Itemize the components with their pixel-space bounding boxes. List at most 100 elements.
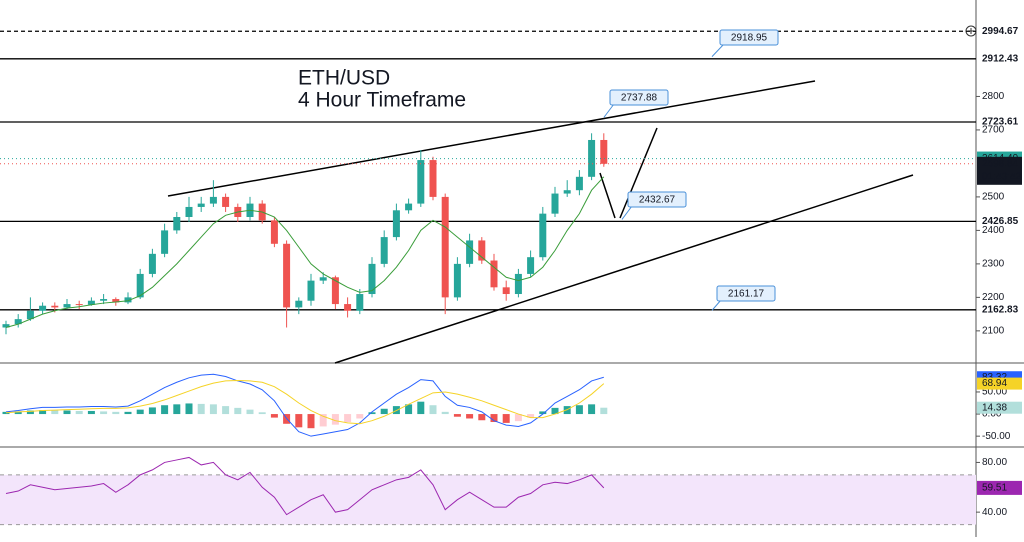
candle-body xyxy=(563,190,571,194)
histogram-bar xyxy=(161,405,169,415)
histogram-bar xyxy=(527,414,535,418)
candle-body xyxy=(588,139,596,177)
callout-label: 2432.67 xyxy=(639,195,676,206)
y-tick-label: 2400 xyxy=(982,225,1005,236)
histogram-bar xyxy=(197,403,205,415)
callout-label: 2737.88 xyxy=(621,93,658,104)
histogram-bar xyxy=(307,414,315,429)
candle-body xyxy=(197,203,205,207)
last-price-tag xyxy=(977,156,1022,185)
y-tick-label: 50.00 xyxy=(982,387,1007,398)
candle-body xyxy=(453,263,461,298)
histogram-bar xyxy=(258,412,266,415)
level-label: 2162.83 xyxy=(982,304,1019,315)
candle-body xyxy=(331,277,339,305)
candle-body xyxy=(539,213,547,258)
candle-body xyxy=(173,216,181,231)
histogram-bar xyxy=(112,411,120,415)
candle-body xyxy=(344,304,352,311)
histogram-bar xyxy=(490,414,498,423)
histogram-bar xyxy=(14,411,22,415)
candle-body xyxy=(161,230,169,254)
y-tick-label: 2800 xyxy=(982,91,1005,102)
callout-pointer xyxy=(603,103,615,118)
value-tag xyxy=(977,377,1022,390)
histogram-bar xyxy=(417,401,425,415)
histogram-bar xyxy=(331,414,339,425)
histogram-bar xyxy=(39,410,47,415)
candle-body xyxy=(368,263,376,295)
candle-body xyxy=(51,305,59,308)
histogram-bar xyxy=(478,414,486,421)
histogram-bar xyxy=(539,411,547,415)
histogram-bar xyxy=(270,414,278,418)
candle-body xyxy=(270,220,278,244)
histogram-bar xyxy=(209,404,217,415)
level-label: 2912.43 xyxy=(982,53,1019,64)
value-tag-label: 83.32 xyxy=(982,372,1007,383)
callout-pointer xyxy=(621,205,633,220)
candle-body xyxy=(283,243,291,308)
histogram-bar xyxy=(222,406,230,415)
histogram-bar xyxy=(87,410,95,415)
histogram-bar xyxy=(429,405,437,415)
histogram-bar xyxy=(466,414,474,419)
histogram-bar xyxy=(26,410,34,415)
histogram-bar xyxy=(514,414,522,422)
histogram-bar xyxy=(356,414,364,419)
histogram-bar xyxy=(319,414,327,427)
histogram-bar xyxy=(75,410,83,415)
callout-pointer xyxy=(711,299,722,311)
callout-label: 2918.95 xyxy=(731,33,768,44)
callout-label: 2161.17 xyxy=(728,289,765,300)
projection-line xyxy=(599,172,616,219)
candle-body xyxy=(222,196,230,207)
y-tick-label: 2500 xyxy=(982,192,1005,203)
histogram-bar xyxy=(246,409,254,415)
candle-body xyxy=(14,319,22,325)
histogram-bar xyxy=(368,412,376,415)
candle-body xyxy=(136,273,144,298)
histogram-bar xyxy=(136,409,144,415)
candle-body xyxy=(2,324,10,328)
candle-body xyxy=(100,299,108,301)
histogram-bar xyxy=(124,411,132,415)
candle-body xyxy=(527,257,535,274)
candle-body xyxy=(380,237,388,264)
histogram-bar xyxy=(63,410,71,415)
candle-body xyxy=(209,196,217,204)
candle-body xyxy=(441,196,449,298)
candle-body xyxy=(405,203,413,211)
y-tick-label: -50.00 xyxy=(982,431,1011,442)
y-tick-label: 2700 xyxy=(982,125,1005,136)
candle-body xyxy=(478,240,486,261)
candle-body xyxy=(185,206,193,217)
indicator-line xyxy=(5,373,604,437)
candle-body xyxy=(417,160,425,204)
chart-subtitle: 4 Hour Timeframe xyxy=(298,89,466,112)
candle-body xyxy=(466,240,474,264)
callout-box xyxy=(716,285,776,302)
value-tag xyxy=(977,480,1022,495)
callout-box xyxy=(627,191,687,208)
y-tick-label: 2100 xyxy=(982,325,1005,336)
histogram-bar xyxy=(51,410,59,415)
histogram-bar xyxy=(173,404,181,415)
candle-body xyxy=(502,287,510,295)
candle-body xyxy=(392,210,400,238)
candle-body xyxy=(514,273,522,295)
countdown: 01:43:42 xyxy=(982,171,1021,182)
candle-body xyxy=(124,297,132,303)
level-label: 2426.85 xyxy=(982,216,1019,227)
chart-title: ETH/USD xyxy=(298,67,390,90)
candle-body xyxy=(87,300,95,305)
candle-body xyxy=(295,300,303,308)
rsi-band xyxy=(0,474,976,525)
candle-body xyxy=(148,253,156,274)
y-tick-label: 40.00 xyxy=(982,507,1007,518)
value-tag-label: 68.94 xyxy=(982,378,1007,389)
callout-box xyxy=(609,89,669,106)
candle-body xyxy=(490,260,498,288)
histogram-bar xyxy=(185,403,193,415)
